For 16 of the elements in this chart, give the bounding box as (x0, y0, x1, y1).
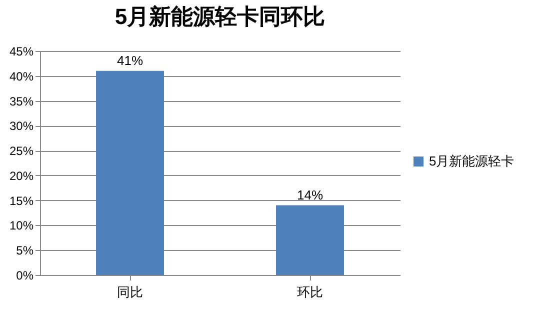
y-tick-label: 10% (9, 218, 34, 233)
y-tick-label: 30% (9, 119, 34, 134)
y-tick-label: 25% (9, 144, 34, 158)
y-tick-label: 0% (16, 268, 34, 282)
y-tick-label: 35% (9, 94, 34, 108)
y-tick-label: 20% (9, 168, 34, 183)
data-label: 41% (116, 52, 144, 68)
y-tick-label: 45% (9, 44, 34, 58)
y-tick-label: 40% (9, 69, 34, 84)
y-tick-label: 15% (9, 194, 34, 208)
data-label: 14% (296, 187, 324, 202)
x-tick-label: 环比 (297, 284, 323, 300)
y-tick-label: 5% (16, 244, 34, 258)
chart-title: 5月新能源轻卡同环比 (114, 4, 326, 29)
x-tick-label: 同比 (117, 284, 143, 300)
legend-label: 5月新能源轻卡 (429, 154, 514, 168)
